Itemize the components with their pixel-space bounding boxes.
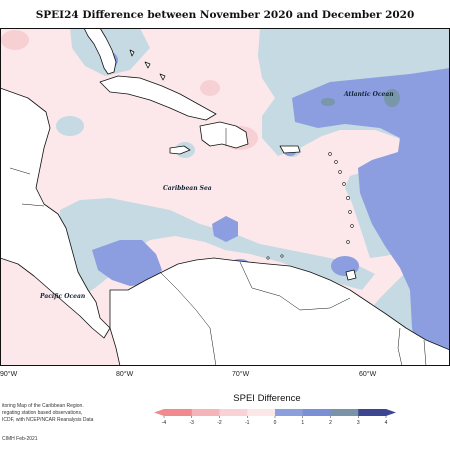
credit-line-1: itoring Map of the Caribbean Region. <box>2 403 84 409</box>
pacific-ocean-label: Pacific Ocean <box>39 293 85 300</box>
lesser-antilles <box>266 152 354 260</box>
lon-label-90w: 90°W <box>0 371 18 378</box>
lon-label-60w: 60°W <box>359 371 377 378</box>
map-panel: Atlantic Ocean Caribbean Sea Pacific Oce… <box>0 28 450 366</box>
legend-tick-label: 2 <box>329 420 332 426</box>
credit-line-4: CIMH Feb-2021 <box>2 436 38 442</box>
legend-swatch <box>330 409 359 416</box>
legend-arrow-right <box>386 409 396 416</box>
legend-title: SPEI Difference <box>233 393 301 404</box>
land-masses <box>0 28 450 366</box>
legend-tick-label: -1 <box>245 420 250 426</box>
credit-line-3: ICDF, with NCEP/NCAR Reanalysis Data <box>2 417 94 423</box>
legend-tick-label: 4 <box>385 420 388 426</box>
color-legend: -4 -3 -2 -1 0 1 2 3 4 <box>154 409 396 426</box>
legend-swatch <box>219 409 248 416</box>
map-title: SPEI24 Difference between November 2020 … <box>35 9 415 21</box>
lon-label-80w: 80°W <box>116 371 134 378</box>
legend-swatch <box>191 409 220 416</box>
legend-swatch <box>302 409 331 416</box>
credit-line-2: regating station based observations, <box>2 410 83 416</box>
legend-arrow-left <box>154 409 164 416</box>
legend-tick-label: -3 <box>190 420 195 426</box>
lon-label-70w: 70°W <box>232 371 250 378</box>
legend-tick-label: -2 <box>217 420 222 426</box>
legend-swatch <box>358 409 387 416</box>
legend-tick-label: -4 <box>162 420 167 426</box>
teal-blobs <box>321 89 400 107</box>
caribbean-sea-label: Caribbean Sea <box>163 185 212 192</box>
spei-map: Atlantic Ocean Caribbean Sea Pacific Oce… <box>0 28 450 366</box>
legend-swatch <box>275 409 304 416</box>
legend-swatch <box>164 409 193 416</box>
legend-tick-label: 1 <box>301 420 304 426</box>
legend-tick-label: 0 <box>274 420 277 426</box>
country-borders <box>9 128 427 366</box>
legend-tick-label: 3 <box>357 420 360 426</box>
atlantic-ocean-label: Atlantic Ocean <box>343 91 394 98</box>
legend-swatch <box>247 409 276 416</box>
